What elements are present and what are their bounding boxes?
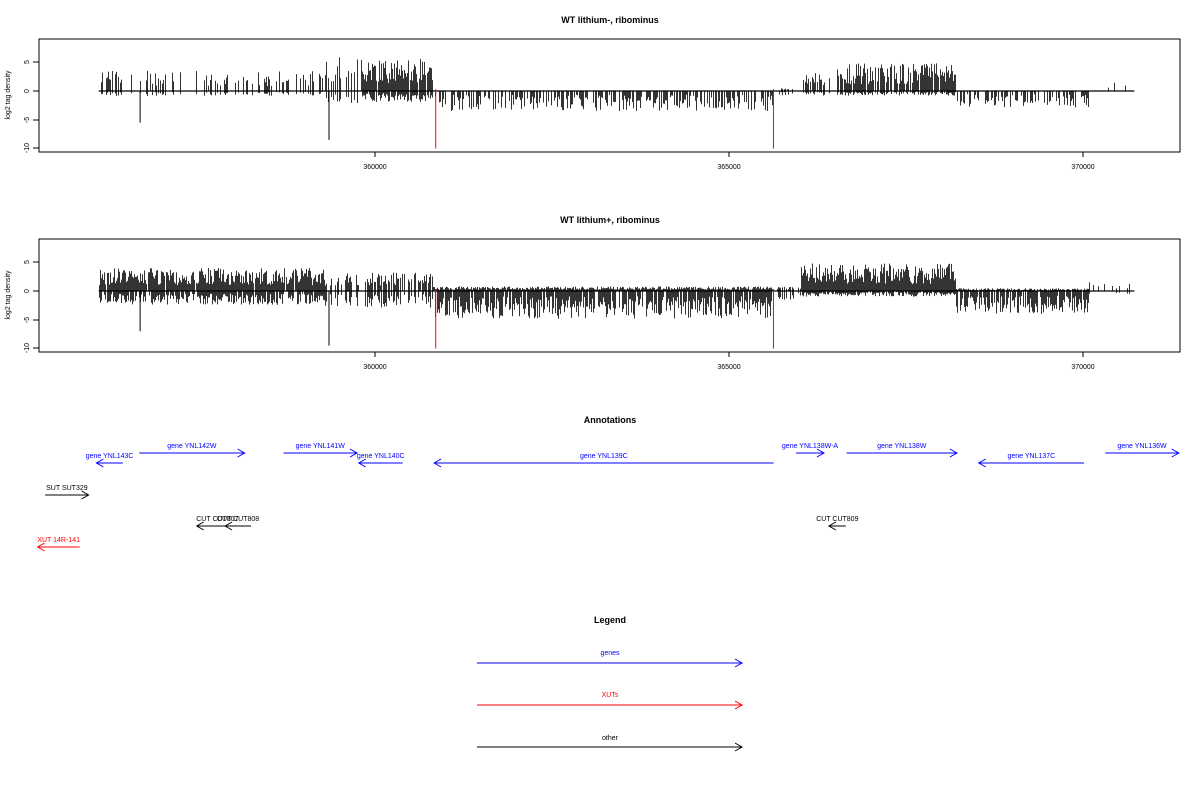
y-tick-label: 5 <box>24 60 31 64</box>
legend-label: genes <box>600 650 620 657</box>
feature-arrow-head <box>357 458 367 468</box>
feature-cut-cut808: CUT CUT808 <box>217 516 259 531</box>
feature-label: gene YNL136W <box>1117 443 1167 450</box>
coverage-panel-lithium-minus: WT lithium-, ribominus log2 tag density … <box>5 15 1181 171</box>
feature-label: CUT CUT808 <box>217 516 259 523</box>
coverage-bars <box>98 263 1135 349</box>
y-axis-label: log2 tag density <box>5 70 12 120</box>
x-tick-label: 360000 <box>363 164 386 171</box>
feature-gene-ynl137c: gene YNL137C <box>977 453 1085 468</box>
legend-item-genes: genes <box>477 650 744 668</box>
y-tick-label: 5 <box>24 260 31 264</box>
feature-arrow-head <box>949 448 958 458</box>
legend-title: Legend <box>594 615 626 625</box>
feature-label: gene YNL140C <box>357 453 405 460</box>
feature-gene-ynl139c: gene YNL139C <box>433 453 774 468</box>
feature-label: gene YNL138W <box>877 443 927 450</box>
legend-arrow-head <box>734 700 744 710</box>
panel-title: WT lithium-, ribominus <box>561 15 659 25</box>
legend-arrow-head <box>734 658 744 668</box>
plot-frame <box>38 38 1181 153</box>
feature-label: CUT CUT809 <box>816 516 858 523</box>
feature-arrows: gene YNL143C gene YNL142W gene YNL141W gene… <box>36 443 1180 552</box>
feature-label: CUT CUT807 <box>196 516 238 523</box>
feature-arrow-head <box>827 521 837 531</box>
feature-arrow-head <box>195 521 204 531</box>
feature-gene-ynl140c: gene YNL140C <box>357 453 405 468</box>
y-tick-label: -10 <box>24 343 31 353</box>
feature-arrow-head <box>81 490 90 500</box>
coverage-bars <box>98 57 1135 149</box>
feature-label: gene YNL143C <box>86 453 134 460</box>
y-tick-label: 0 <box>24 289 31 293</box>
feature-arrow-head <box>237 448 246 458</box>
feature-arrow-head <box>224 521 233 531</box>
feature-arrow-head <box>95 458 104 468</box>
y-axis: -10 -5 0 5 <box>24 60 40 153</box>
feature-gene-ynl138w-a: gene YNL138W-A <box>782 443 838 458</box>
x-tick-label: 365000 <box>717 364 740 371</box>
y-tick-label: -5 <box>24 117 31 123</box>
feature-arrow-head <box>977 458 987 468</box>
legend-item-xuts: XUTs <box>477 692 744 710</box>
x-axis: 360000 365000 370000 <box>363 152 1095 171</box>
feature-label: gene YNL141W <box>296 443 346 450</box>
feature-label: gene YNL142W <box>167 443 217 450</box>
y-tick-label: 0 <box>24 89 31 93</box>
legend-label: other <box>602 735 619 742</box>
legend-arrow-head <box>734 742 744 752</box>
x-tick-label: 365000 <box>717 164 740 171</box>
feature-gene-ynl141w: gene YNL141W <box>283 443 359 458</box>
x-axis: 360000 365000 370000 <box>363 352 1095 371</box>
feature-label: gene YNL137C <box>1008 453 1056 460</box>
feature-label: XUT 14R-141 <box>37 537 80 544</box>
feature-label: gene YNL139C <box>580 453 628 460</box>
feature-label: SUT SUT329 <box>46 485 88 492</box>
coverage-panel-lithium-plus: WT lithium+, ribominus log2 tag density … <box>5 215 1181 371</box>
feature-arrow-head <box>36 542 45 552</box>
x-tick-label: 360000 <box>363 364 386 371</box>
feature-arrow-head <box>1171 448 1180 458</box>
x-tick-label: 370000 <box>1071 164 1094 171</box>
feature-gene-ynl143c: gene YNL143C <box>86 453 134 468</box>
legend-item-other: other <box>477 735 744 752</box>
feature-sut-sut329: SUT SUT329 <box>45 485 90 500</box>
feature-cut-cut809: CUT CUT809 <box>816 516 859 531</box>
y-axis: -10 -5 0 5 <box>24 260 40 353</box>
feature-xut-14r-141: XUT 14R-141 <box>36 537 80 552</box>
panel-title: WT lithium+, ribominus <box>560 215 660 225</box>
feature-gene-ynl142w: gene YNL142W <box>139 443 246 458</box>
feature-label: gene YNL138W-A <box>782 443 838 450</box>
x-tick-label: 370000 <box>1071 364 1094 371</box>
y-axis-label: log2 tag density <box>5 270 12 320</box>
y-tick-label: -5 <box>24 317 31 323</box>
feature-arrow-head <box>349 448 359 458</box>
feature-gene-ynl138w: gene YNL138W <box>846 443 958 458</box>
y-tick-label: -10 <box>24 143 31 153</box>
feature-arrow-head <box>433 458 442 468</box>
feature-gene-ynl136w: gene YNL136W <box>1105 443 1180 458</box>
feature-arrow-head <box>816 448 825 458</box>
legend-label: XUTs <box>602 692 619 699</box>
legend: Legend genes XUTs other <box>477 615 744 752</box>
annotations-title: Annotations <box>584 415 637 425</box>
